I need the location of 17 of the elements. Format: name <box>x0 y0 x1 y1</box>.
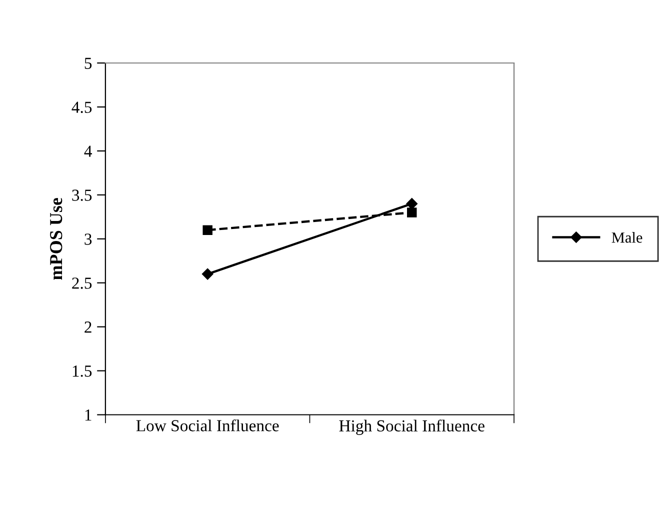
point <box>407 208 417 218</box>
y-axis-title: mPOS Use <box>50 198 62 280</box>
point <box>202 268 214 280</box>
y-tick-label: 1 <box>85 410 92 421</box>
y-tick-label: 3 <box>84 234 92 245</box>
y-tick-label: 2 <box>84 322 92 333</box>
point <box>202 225 212 235</box>
x-tick-label: Low Social Influence <box>136 419 279 432</box>
y-tick-label: 2.5 <box>72 278 92 289</box>
point <box>406 198 418 210</box>
y-tick-label: 4.5 <box>72 102 92 113</box>
y-tick-label: 4 <box>84 146 92 157</box>
y-tick-label: 5 <box>84 58 92 69</box>
x-tick-label: High Social Influence <box>339 420 484 435</box>
y-tick-label: 1.5 <box>72 366 92 377</box>
legend-label: Male <box>612 232 642 243</box>
y-tick-label: 3.5 <box>72 190 92 201</box>
